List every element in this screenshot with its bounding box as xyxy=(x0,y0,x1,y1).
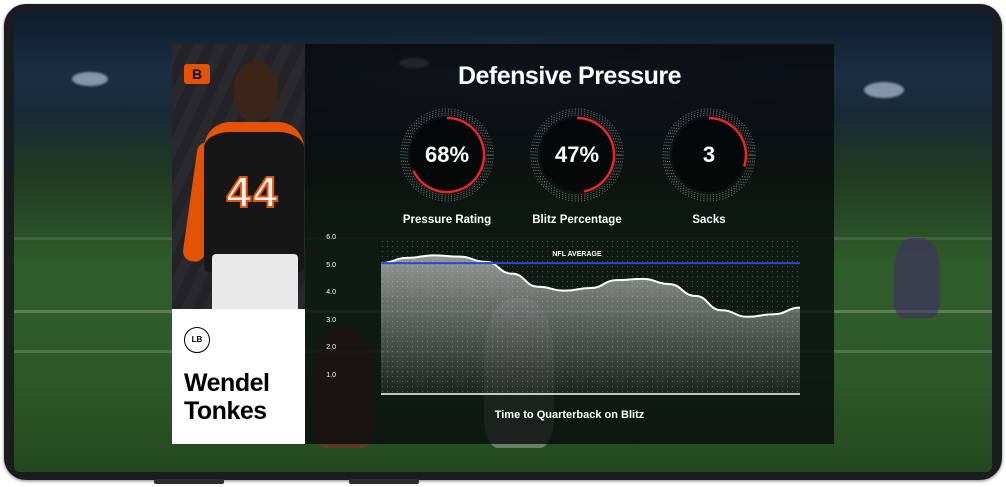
y-tick-label: 4.0 xyxy=(326,289,336,296)
background-player xyxy=(894,238,940,318)
device-button-left xyxy=(154,479,224,484)
player-photo: B 44 xyxy=(172,44,305,309)
gauge-dot-ring xyxy=(406,114,488,196)
gauge-label: Blitz Percentage xyxy=(532,214,622,226)
y-tick-label: 5.0 xyxy=(326,262,336,269)
gauge-ring xyxy=(400,108,494,202)
gauge-dot-ring xyxy=(662,108,756,202)
gauge-dot-ring xyxy=(536,114,618,196)
gauge-label: Pressure Rating xyxy=(402,214,492,226)
gauge-dot-ring xyxy=(400,108,494,202)
gauge-value: 68% xyxy=(424,142,470,167)
stadium-light xyxy=(864,82,904,98)
y-tick-label: 3.0 xyxy=(326,317,336,324)
player-pants xyxy=(212,254,298,309)
gauge-dot-ring xyxy=(666,112,752,198)
gauge-dot-ring xyxy=(534,112,620,198)
pressure-chart xyxy=(380,237,801,395)
jersey-number: 44 xyxy=(226,167,280,218)
player-last-name: Tonkes xyxy=(184,397,267,425)
gauge-sacks: 3 xyxy=(662,108,756,202)
stats-panel: Defensive Pressure 68% Pressure Rating 4… xyxy=(305,44,834,444)
gauge-label: Sacks xyxy=(692,214,726,226)
gauge-inner xyxy=(540,118,614,192)
x-axis-title: Time to Quarterback on Blitz xyxy=(494,409,645,421)
player-first-name: Wendel xyxy=(184,369,270,397)
gauge-arc xyxy=(412,116,486,194)
gauge-pressure-rating: 68% xyxy=(400,108,494,202)
gauge-dot-ring xyxy=(668,114,750,196)
player-jersey xyxy=(204,122,304,272)
gauge-value: 47% xyxy=(554,142,600,167)
team-logo: B xyxy=(184,64,210,84)
gauge-arc xyxy=(576,116,616,193)
gauge-arc xyxy=(708,116,748,167)
gauge-inner xyxy=(410,118,484,192)
y-tick-label: 6.0 xyxy=(326,234,336,241)
player-head xyxy=(234,62,278,120)
gauge-dot-ring xyxy=(532,110,622,200)
gauge-value: 3 xyxy=(702,142,716,167)
panel-title: Defensive Pressure xyxy=(457,62,682,90)
gauge-ring xyxy=(662,108,756,202)
y-tick-label: 2.0 xyxy=(326,344,336,351)
chart-series-line xyxy=(380,254,801,318)
device-button-right xyxy=(349,479,419,484)
stadium-light xyxy=(72,72,108,86)
gauge-inner xyxy=(672,118,746,192)
y-tick-label: 1.0 xyxy=(326,372,336,379)
position-badge: LB xyxy=(184,327,210,353)
gauge-blitz-percentage: 47% xyxy=(530,108,624,202)
gauge-dot-ring xyxy=(664,110,754,200)
player-name: Wendel Tonkes xyxy=(184,369,302,425)
gauge-dot-ring xyxy=(402,110,492,200)
player-card: B 44 LB Wendel Tonkes xyxy=(172,44,305,444)
gauge-dot-ring xyxy=(404,112,490,198)
gauge-dot-ring xyxy=(530,108,624,202)
nfl-average-label: NFL AVERAGE xyxy=(552,251,602,258)
gauge-ring xyxy=(530,108,624,202)
